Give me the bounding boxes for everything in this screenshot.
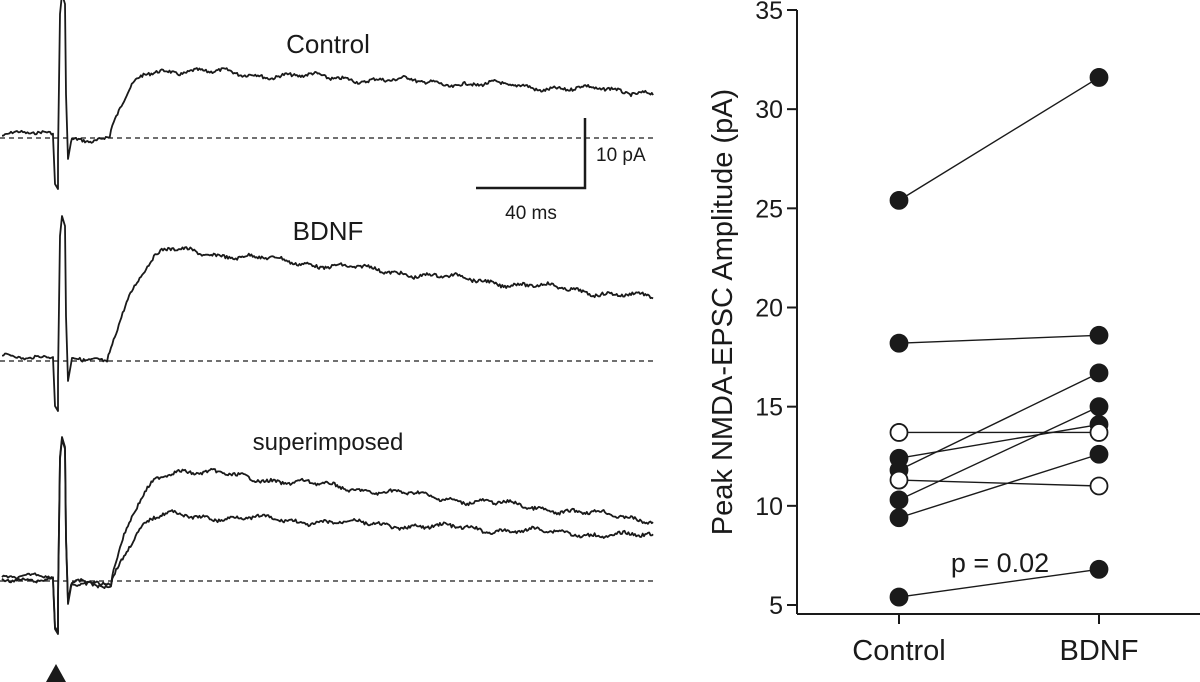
pair-line: [898, 479, 1100, 487]
filled-point-control: [889, 587, 909, 607]
y-ticks: 5 10 15 20 25 30 35: [755, 0, 797, 620]
pair-line: [898, 406, 1100, 501]
filled-point-bdnf: [1089, 325, 1109, 345]
scale-bar-lines: [476, 118, 587, 190]
pair-line: [898, 423, 1100, 459]
x-ticks: Control BDNF: [852, 614, 1138, 667]
trace-bdnf-line: [1, 215, 654, 412]
filled-point-control: [889, 333, 909, 353]
pair-line: [898, 76, 1100, 201]
scale-bar: 10 pA 40 ms: [476, 118, 646, 224]
y-tick-label: 15: [755, 394, 783, 422]
open-point-control: [889, 470, 909, 490]
p-value-annotation: p = 0.02: [951, 548, 1049, 578]
pair-lines: [898, 76, 1100, 598]
scale-bar-time-label: 40 ms: [505, 203, 557, 224]
paired-chart: 5 10 15 20 25 30 35 Control BDNF Peak NMDA-EPSC…: [707, 0, 1200, 667]
filled-point-bdnf: [1089, 559, 1109, 579]
y-axis-label: Peak NMDA-EPSC Amplitude (pA): [707, 89, 739, 535]
trace-bdnf: [0, 215, 654, 412]
pair-line: [898, 372, 1100, 471]
trace-superimposed-bdnf-line: [1, 436, 654, 633]
traces-panel: Control BDNF superimposed 10 pA 40 ms: [0, 0, 654, 682]
y-tick-label: 10: [755, 493, 783, 521]
pair-line: [898, 334, 1100, 344]
filled-point-bdnf: [1089, 444, 1109, 464]
pair-line: [898, 568, 1100, 598]
open-point-control: [889, 423, 909, 442]
filled-point-bdnf: [1089, 363, 1109, 383]
y-tick-label: 35: [755, 0, 783, 25]
scale-bar-amplitude-label: 10 pA: [596, 145, 646, 166]
open-point-bdnf: [1089, 476, 1109, 496]
y-tick-label: 25: [755, 195, 783, 223]
x-tick-label-control: Control: [852, 635, 946, 667]
x-tick-label-bdnf: BDNF: [1060, 635, 1139, 667]
filled-point-control: [889, 508, 909, 528]
filled-point-bdnf: [1089, 397, 1109, 417]
filled-point-control: [889, 190, 909, 210]
trace-label-bdnf: BDNF: [293, 216, 364, 246]
y-tick-label: 20: [755, 295, 783, 323]
pair-points: [889, 68, 1109, 607]
open-point-bdnf: [1089, 423, 1109, 442]
trace-control-line: [1, 0, 654, 190]
filled-point-control: [889, 490, 909, 510]
trace-superimposed: [0, 436, 654, 635]
filled-point-bdnf: [1089, 68, 1109, 87]
trace-superimposed-control-line: [1, 438, 654, 635]
pair-line: [898, 453, 1100, 519]
trace-label-control: Control: [286, 29, 370, 59]
y-tick-label: 5: [769, 592, 783, 620]
trace-label-superimposed: superimposed: [253, 429, 404, 456]
trace-control: [0, 0, 654, 190]
stimulus-marker-icon: [46, 664, 66, 682]
y-tick-label: 30: [755, 96, 783, 124]
